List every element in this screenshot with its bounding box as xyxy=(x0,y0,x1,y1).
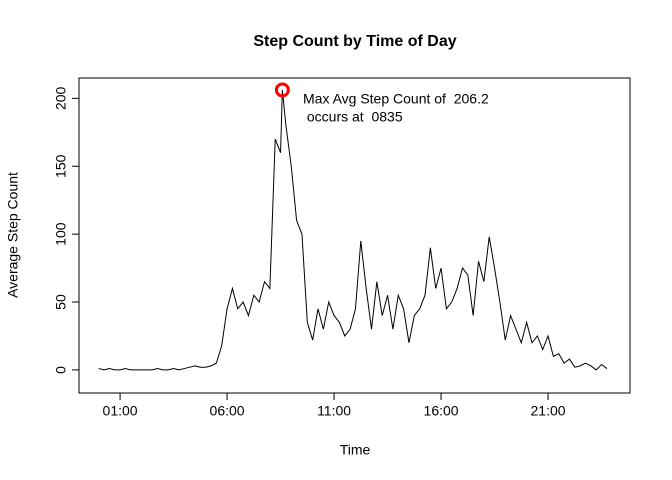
y-tick-label: 150 xyxy=(53,154,69,178)
chart-title: Step Count by Time of Day xyxy=(253,33,456,50)
y-tick-label: 50 xyxy=(53,294,69,310)
line xyxy=(98,89,608,371)
max-marker xyxy=(274,82,290,98)
y-axis-label: Average Step Count xyxy=(5,172,21,298)
plot-box xyxy=(78,77,631,394)
x-tick-label: 11:00 xyxy=(317,403,351,419)
y-tick-label: 0 xyxy=(53,366,69,374)
x-tick-label: 01:00 xyxy=(103,403,138,419)
x-tick-label: 16:00 xyxy=(424,403,459,419)
x-tick-label: 06:00 xyxy=(210,403,245,419)
annotation: Max Avg Step Count of 206.2 xyxy=(303,91,489,107)
x-axis-label: Time xyxy=(340,442,371,458)
y-tick-label: 200 xyxy=(53,86,69,110)
y-tick-label: 100 xyxy=(53,222,69,246)
annotation: occurs at 0835 xyxy=(303,109,403,125)
x-tick-label: 21:00 xyxy=(531,403,566,419)
